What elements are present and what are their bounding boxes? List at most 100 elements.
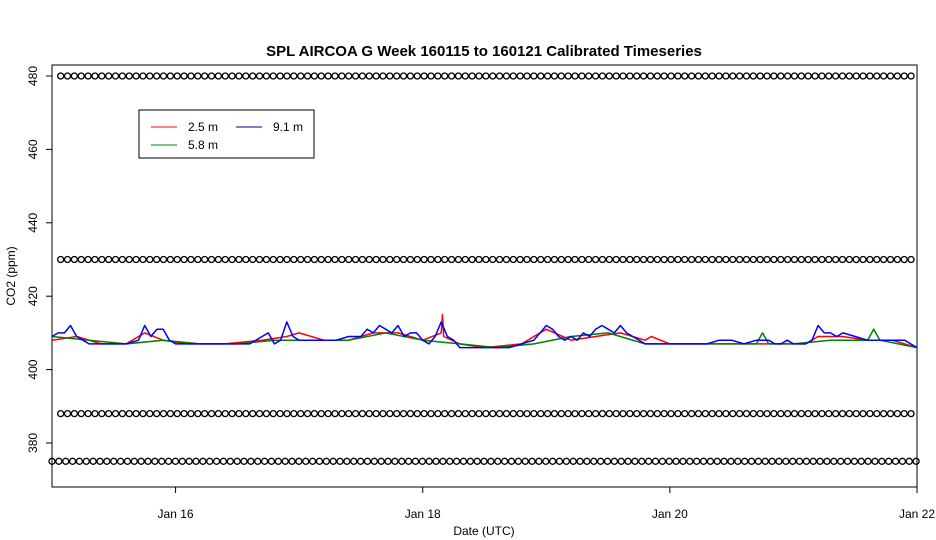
reference-marker — [295, 457, 303, 465]
reference-marker — [447, 255, 456, 264]
reference-marker — [418, 457, 426, 465]
reference-marker — [173, 409, 181, 418]
reference-marker — [639, 409, 648, 418]
reference-marker-rows — [48, 72, 920, 465]
reference-marker — [530, 409, 538, 418]
reference-marker — [626, 255, 634, 264]
reference-marker — [379, 255, 387, 264]
reference-marker — [399, 409, 408, 418]
reference-marker — [187, 409, 195, 418]
reference-marker — [329, 457, 337, 465]
reference-marker — [742, 72, 751, 80]
reference-marker — [509, 409, 517, 418]
reference-marker — [132, 255, 140, 264]
reference-marker — [494, 457, 502, 465]
reference-marker — [249, 72, 257, 80]
reference-marker — [180, 255, 188, 264]
reference-marker — [70, 72, 79, 80]
reference-marker — [516, 255, 524, 264]
reference-marker — [201, 255, 209, 264]
reference-marker — [427, 255, 435, 264]
reference-marker — [297, 409, 305, 418]
reference-marker — [838, 255, 847, 264]
reference-marker — [70, 409, 79, 418]
reference-marker — [715, 409, 723, 418]
reference-marker — [338, 409, 346, 418]
reference-marker — [893, 255, 902, 264]
reference-marker — [651, 457, 660, 465]
reference-marker — [612, 409, 620, 418]
reference-marker — [571, 255, 579, 264]
reference-marker — [303, 72, 312, 80]
reference-marker — [591, 72, 600, 80]
reference-marker — [281, 457, 289, 465]
reference-marker — [221, 255, 229, 264]
reference-marker — [365, 409, 373, 418]
reference-marker — [55, 457, 63, 465]
reference-marker — [363, 457, 372, 465]
reference-marker — [345, 255, 353, 264]
reference-marker — [790, 409, 799, 418]
reference-marker — [804, 72, 812, 80]
reference-marker — [411, 457, 420, 465]
reference-marker — [206, 457, 214, 465]
reference-marker — [845, 409, 853, 418]
reference-marker — [852, 72, 860, 80]
reference-marker — [336, 457, 344, 465]
reference-marker — [249, 255, 257, 264]
reference-marker — [715, 72, 723, 80]
reference-marker — [159, 409, 168, 418]
reference-marker — [439, 457, 447, 465]
reference-marker — [864, 457, 872, 465]
reference-marker — [324, 72, 332, 80]
reference-marker — [432, 457, 440, 465]
reference-marker — [790, 255, 799, 264]
reference-marker — [132, 72, 140, 80]
reference-marker — [811, 409, 819, 418]
reference-marker — [63, 72, 72, 80]
reference-marker — [214, 409, 223, 418]
reference-marker — [667, 72, 675, 80]
reference-marker — [797, 409, 805, 418]
reference-marker — [322, 457, 330, 465]
reference-marker — [468, 255, 476, 264]
reference-marker — [489, 255, 497, 264]
reference-marker — [775, 457, 783, 465]
reference-marker — [763, 255, 771, 264]
reference-marker — [756, 72, 764, 80]
reference-marker — [886, 72, 895, 80]
reference-marker — [795, 457, 804, 465]
reference-marker — [735, 255, 744, 264]
reference-marker — [873, 409, 881, 418]
reference-marker — [754, 457, 763, 465]
reference-marker — [715, 255, 723, 264]
reference-marker — [823, 457, 831, 465]
reference-marker — [495, 255, 504, 264]
reference-marker — [111, 409, 120, 418]
reference-marker — [571, 72, 579, 80]
reference-marker — [242, 409, 250, 418]
reference-marker — [612, 72, 620, 80]
reference-marker — [111, 255, 120, 264]
reference-marker — [372, 409, 380, 418]
legend-label-5-8m: 5.8 m — [188, 138, 218, 152]
reference-marker — [262, 409, 271, 418]
reference-marker — [857, 457, 865, 465]
reference-marker — [530, 72, 538, 80]
reference-marker — [804, 409, 812, 418]
reference-marker — [331, 409, 339, 418]
reference-marker — [830, 457, 838, 465]
reference-marker — [907, 255, 915, 264]
reference-marker — [283, 72, 291, 80]
reference-marker — [434, 72, 442, 80]
reference-marker — [900, 72, 908, 80]
reference-marker — [694, 72, 703, 80]
reference-marker — [783, 255, 792, 264]
reference-marker — [475, 409, 483, 418]
reference-marker — [425, 457, 433, 465]
reference-marker — [118, 72, 127, 80]
reference-marker — [166, 72, 175, 80]
reference-marker — [171, 457, 180, 465]
legend-label-9-1m: 9.1 m — [273, 120, 303, 134]
reference-marker — [144, 457, 152, 465]
